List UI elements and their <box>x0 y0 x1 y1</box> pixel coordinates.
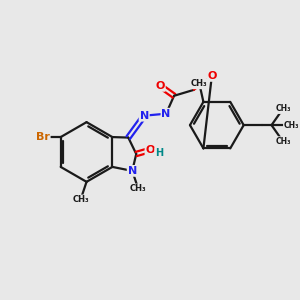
Text: CH₃: CH₃ <box>72 195 89 204</box>
Text: O: O <box>155 81 165 91</box>
Text: CH₃: CH₃ <box>284 121 299 130</box>
Text: CH₃: CH₃ <box>275 137 291 146</box>
Text: N: N <box>128 166 137 176</box>
Text: CH₃: CH₃ <box>275 104 291 113</box>
Text: CH₃: CH₃ <box>130 184 146 193</box>
Text: Br: Br <box>36 132 50 142</box>
Text: O: O <box>146 145 155 155</box>
Text: H: H <box>155 148 163 158</box>
Text: N: N <box>140 111 149 121</box>
Text: CH₃: CH₃ <box>191 80 208 88</box>
Text: N: N <box>161 109 171 119</box>
Text: O: O <box>207 71 217 81</box>
